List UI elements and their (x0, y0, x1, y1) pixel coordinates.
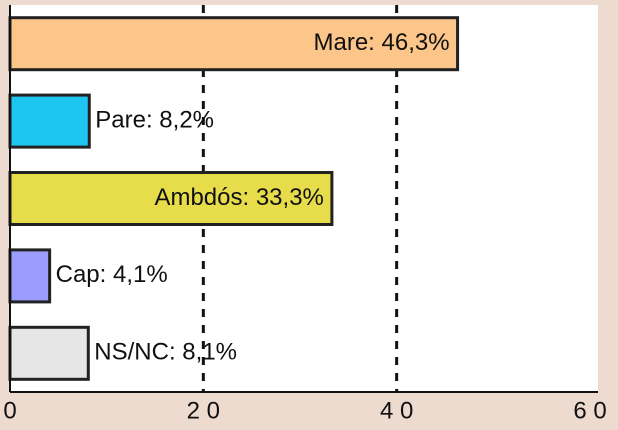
data-label: Mare: 46,3% (313, 29, 449, 56)
bar (8, 93, 91, 149)
x-tick-label: 6 0 (573, 397, 606, 424)
bar (8, 325, 90, 381)
data-label: Pare: 8,2% (95, 106, 214, 133)
x-tick-label: 0 (3, 397, 16, 424)
x-tick-label: 4 0 (380, 397, 413, 424)
data-label: Ambdós: 33,3% (154, 184, 323, 211)
bar (8, 248, 52, 304)
data-label: Cap: 4,1% (56, 261, 168, 288)
x-tick-label: 2 0 (187, 397, 220, 424)
bar (8, 16, 460, 72)
data-label: NS/NC: 8,1% (94, 339, 237, 366)
